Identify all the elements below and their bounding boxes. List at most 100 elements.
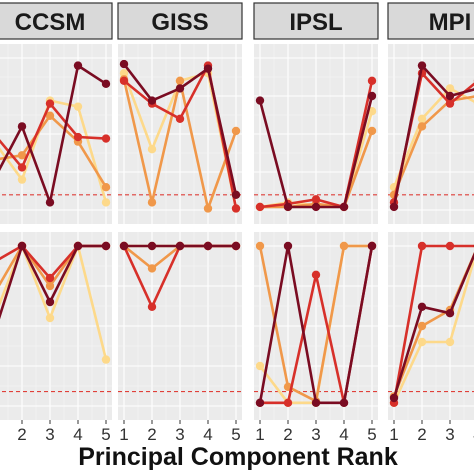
facet-strip: GISS bbox=[117, 2, 243, 40]
strip-label: GISS bbox=[151, 9, 208, 36]
data-point bbox=[203, 241, 213, 251]
data-point bbox=[73, 132, 83, 142]
x-tick-label: 5 bbox=[101, 425, 110, 444]
data-point bbox=[119, 59, 129, 69]
x-tick-label: 2 bbox=[147, 425, 156, 444]
x-tick-label: 3 bbox=[45, 425, 54, 444]
data-point bbox=[283, 241, 293, 251]
data-point bbox=[175, 114, 185, 124]
data-point bbox=[255, 241, 265, 251]
panel-giss-row2 bbox=[118, 232, 242, 420]
data-point bbox=[203, 64, 213, 73]
facet-strip: MPI bbox=[387, 2, 474, 40]
data-point bbox=[231, 126, 241, 136]
facet-strip: CCSM bbox=[0, 2, 113, 40]
panel-ccsm-row1 bbox=[0, 44, 112, 224]
data-point bbox=[73, 241, 83, 251]
data-point bbox=[17, 175, 27, 184]
panel-mpi-row1 bbox=[388, 44, 474, 224]
panel-ipsl-row1 bbox=[254, 44, 378, 224]
data-point bbox=[101, 79, 111, 89]
data-point bbox=[417, 337, 427, 347]
data-point bbox=[445, 309, 455, 318]
facet-panels bbox=[0, 44, 474, 420]
data-point bbox=[231, 204, 241, 213]
data-point bbox=[417, 61, 427, 70]
facet-strips: CCSM GISS IPSL MPI bbox=[0, 2, 474, 40]
data-point bbox=[147, 264, 157, 273]
data-point bbox=[17, 122, 27, 131]
x-axis-title: Principal Component Rank bbox=[78, 443, 398, 471]
x-tick-label: 2 bbox=[417, 425, 426, 444]
x-tick-label: 1 bbox=[255, 425, 264, 444]
series-group bbox=[255, 241, 377, 407]
data-point bbox=[445, 91, 455, 101]
data-point bbox=[367, 76, 377, 86]
data-point bbox=[389, 393, 399, 403]
data-point bbox=[311, 270, 321, 279]
data-point bbox=[389, 202, 399, 212]
x-tick-label: 4 bbox=[73, 425, 82, 444]
strip-label: IPSL bbox=[289, 9, 342, 36]
x-tick-label: 3 bbox=[175, 425, 184, 444]
data-point bbox=[417, 122, 427, 131]
data-point bbox=[45, 273, 55, 283]
series-group bbox=[0, 241, 111, 364]
data-point bbox=[255, 96, 265, 105]
data-point bbox=[119, 241, 129, 251]
data-point bbox=[17, 163, 27, 172]
series-group bbox=[0, 61, 111, 207]
data-point bbox=[311, 398, 321, 407]
x-tick-label: 3 bbox=[311, 425, 320, 444]
facet-strip: IPSL bbox=[253, 2, 379, 40]
data-point bbox=[73, 102, 83, 111]
data-point bbox=[367, 241, 377, 251]
data-point bbox=[73, 61, 83, 70]
data-point bbox=[147, 145, 157, 154]
data-point bbox=[147, 302, 157, 311]
data-point bbox=[101, 183, 111, 192]
x-tick-label: 3 bbox=[445, 425, 454, 444]
data-point bbox=[175, 84, 185, 93]
data-point bbox=[119, 69, 129, 78]
data-point bbox=[367, 91, 377, 101]
data-point bbox=[17, 151, 27, 160]
data-point bbox=[101, 355, 111, 364]
strip-label: MPI bbox=[429, 9, 472, 36]
series-group bbox=[255, 76, 377, 212]
x-tick-label: 4 bbox=[339, 425, 348, 444]
data-point bbox=[175, 76, 185, 86]
data-point bbox=[17, 241, 27, 251]
data-point bbox=[445, 84, 455, 93]
data-point bbox=[445, 241, 455, 251]
x-tick-labels: 12345123451234512345 bbox=[17, 420, 474, 444]
data-point bbox=[101, 134, 111, 143]
data-point bbox=[203, 204, 213, 213]
data-point bbox=[119, 76, 129, 86]
data-point bbox=[283, 202, 293, 212]
data-point bbox=[417, 302, 427, 311]
series-group bbox=[119, 241, 241, 311]
data-point bbox=[147, 96, 157, 105]
data-point bbox=[45, 111, 55, 120]
strip-background bbox=[387, 2, 474, 40]
series-group bbox=[389, 61, 474, 212]
data-point bbox=[255, 398, 265, 407]
data-point bbox=[45, 297, 55, 307]
data-point bbox=[45, 281, 55, 291]
data-point bbox=[339, 241, 349, 251]
strip-background bbox=[253, 2, 379, 40]
data-point bbox=[417, 241, 427, 251]
panel-mpi-row2 bbox=[388, 232, 474, 420]
data-point bbox=[417, 321, 427, 331]
data-point bbox=[445, 337, 455, 347]
data-point bbox=[45, 198, 55, 207]
x-tick-label: 4 bbox=[203, 425, 212, 444]
data-point bbox=[417, 114, 427, 124]
data-point bbox=[101, 241, 111, 251]
x-tick-label: 5 bbox=[367, 425, 376, 444]
x-tick-label: 2 bbox=[283, 425, 292, 444]
series-group bbox=[119, 59, 241, 213]
strip-label: CCSM bbox=[15, 9, 86, 36]
data-point bbox=[147, 241, 157, 251]
